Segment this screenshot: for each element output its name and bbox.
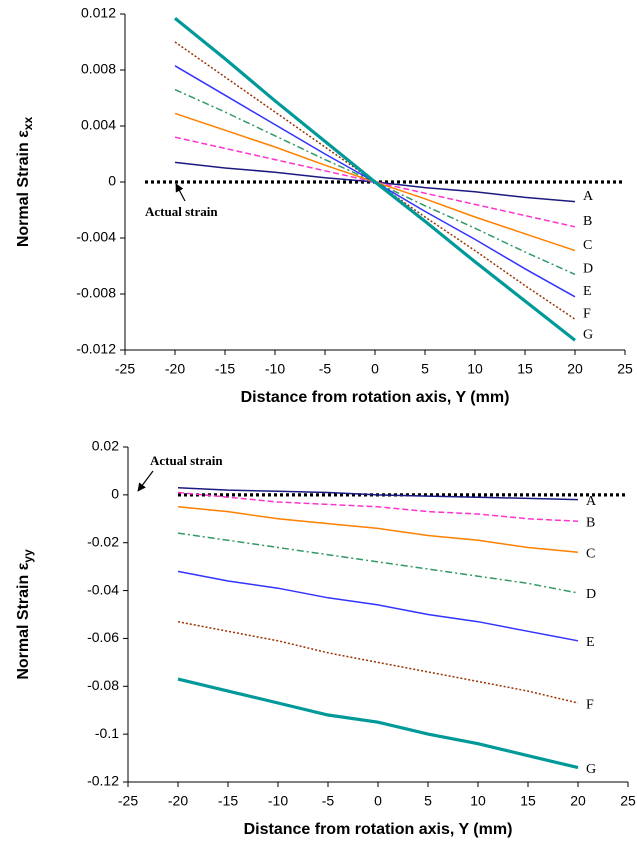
x-tick-label: -25 bbox=[118, 793, 138, 809]
x-tick-label: -10 bbox=[265, 361, 285, 377]
series-line bbox=[177, 506, 579, 554]
y-tick-label: -0.012 bbox=[76, 341, 116, 357]
series-line bbox=[174, 136, 576, 228]
x-tick-label: -25 bbox=[115, 361, 135, 377]
series-line bbox=[177, 570, 579, 642]
x-tick-label: 10 bbox=[470, 793, 486, 809]
y-axis-title: Normal Strain εyy bbox=[15, 549, 35, 680]
series-line bbox=[177, 491, 579, 522]
y-axis-title-sub: xx bbox=[21, 117, 35, 131]
y-tick-label: -0.02 bbox=[87, 533, 119, 549]
series-end-label: E bbox=[583, 284, 592, 299]
x-tick-label: 10 bbox=[467, 361, 483, 377]
x-tick-label: 5 bbox=[424, 793, 432, 809]
series-line bbox=[173, 16, 576, 342]
y-tick-label: -0.1 bbox=[95, 725, 119, 741]
y-axis-title: Normal Strain εxx bbox=[15, 117, 35, 248]
x-tick-label: 20 bbox=[567, 361, 583, 377]
x-tick-label: 15 bbox=[517, 361, 533, 377]
annotation: Actual strain bbox=[150, 453, 223, 468]
x-tick-label: -20 bbox=[168, 793, 188, 809]
y-tick-label: 0 bbox=[108, 173, 116, 189]
series-end-label: E bbox=[586, 635, 595, 650]
series-line bbox=[177, 532, 579, 594]
y-tick-label: -0.008 bbox=[76, 285, 116, 301]
x-tick-label: 25 bbox=[617, 361, 633, 377]
series-end-label: C bbox=[583, 238, 592, 253]
y-axis-title-sub: yy bbox=[21, 549, 35, 563]
annotation-arrow bbox=[137, 470, 154, 492]
annotation-arrow bbox=[175, 183, 186, 202]
annotation: Actual strain bbox=[145, 204, 218, 219]
y-tick-label: 0.02 bbox=[92, 438, 119, 454]
y-tick-label: 0.008 bbox=[81, 61, 116, 77]
x-tick-label: 0 bbox=[371, 361, 379, 377]
series-end-label: D bbox=[586, 587, 596, 602]
y-tick-label: -0.04 bbox=[87, 581, 119, 597]
series-end-label: B bbox=[586, 515, 595, 530]
series-line bbox=[177, 620, 579, 704]
x-tick-label: -5 bbox=[319, 361, 332, 377]
series-end-label: B bbox=[583, 214, 592, 229]
x-tick-label: 0 bbox=[374, 793, 382, 809]
y-tick-label: -0.004 bbox=[76, 229, 116, 245]
y-tick-label: 0.012 bbox=[81, 5, 116, 21]
y-tick-label: 0.004 bbox=[81, 117, 116, 133]
series-end-label: A bbox=[586, 494, 597, 509]
series-end-label: G bbox=[583, 327, 593, 342]
y-axis-title-main: Normal Strain ε bbox=[15, 130, 32, 247]
x-tick-label: -10 bbox=[268, 793, 288, 809]
series-line bbox=[177, 486, 579, 501]
x-tick-label: -20 bbox=[165, 361, 185, 377]
series-end-label: G bbox=[586, 762, 596, 777]
y-tick-label: -0.06 bbox=[87, 629, 119, 645]
x-tick-label: -15 bbox=[218, 793, 238, 809]
y-tick-label: 0 bbox=[111, 486, 119, 502]
y-tick-label: -0.12 bbox=[87, 773, 119, 789]
series-end-label: C bbox=[586, 547, 595, 562]
series-line bbox=[177, 677, 579, 770]
x-tick-label: 20 bbox=[570, 793, 586, 809]
series-end-label: D bbox=[583, 262, 593, 277]
y-axis-title-main: Normal Strain ε bbox=[15, 562, 32, 679]
series-end-label: A bbox=[583, 189, 594, 204]
y-tick-label: -0.08 bbox=[87, 677, 119, 693]
series-end-label: F bbox=[586, 697, 594, 712]
x-axis-title: Distance from rotation axis, Y (mm) bbox=[244, 821, 513, 838]
x-tick-label: 15 bbox=[520, 793, 536, 809]
x-tick-label: 5 bbox=[421, 361, 429, 377]
x-tick-label: -5 bbox=[322, 793, 335, 809]
x-tick-label: -15 bbox=[215, 361, 235, 377]
series-end-label: F bbox=[583, 306, 591, 321]
x-tick-label: 25 bbox=[620, 793, 636, 809]
x-axis-title: Distance from rotation axis, Y (mm) bbox=[241, 389, 510, 406]
